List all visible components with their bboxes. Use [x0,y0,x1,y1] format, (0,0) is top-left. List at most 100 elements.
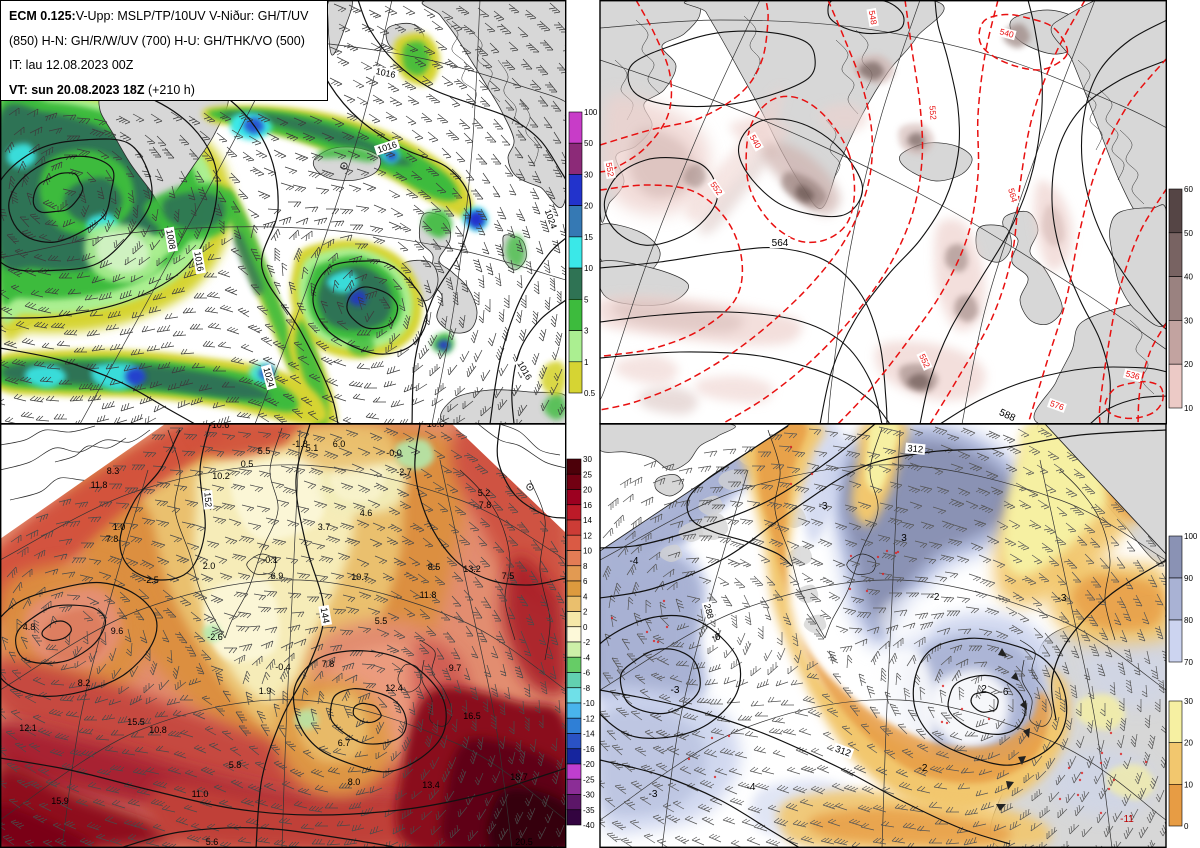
svg-text:10: 10 [584,264,593,273]
svg-text:-4: -4 [583,653,591,662]
svg-text:576: 576 [1049,398,1066,412]
svg-text:8.0: 8.0 [348,777,361,787]
svg-text:13.2: 13.2 [463,564,481,574]
svg-text:50: 50 [584,139,593,148]
svg-text:6.0: 6.0 [333,439,346,449]
svg-text:10: 10 [583,547,592,556]
svg-text:30: 30 [1184,697,1193,706]
svg-text:20: 20 [584,202,593,211]
svg-text:312: 312 [834,744,853,760]
svg-text:-2: -2 [931,592,940,603]
svg-text:25: 25 [583,470,592,479]
svg-text:6: 6 [583,577,588,586]
svg-text:536: 536 [1125,368,1142,381]
svg-text:-2.6: -2.6 [207,632,223,642]
svg-text:5: 5 [584,295,589,304]
svg-text:-3: -3 [671,685,680,696]
svg-text:3.7: 3.7 [318,522,331,532]
svg-text:-6: -6 [712,632,721,643]
svg-text:11.0: 11.0 [192,789,209,799]
svg-text:-0.4: -0.4 [275,662,291,672]
svg-text:-40: -40 [583,821,595,830]
svg-text:10.7: 10.7 [351,572,369,582]
svg-text:2: 2 [583,608,588,617]
svg-text:564: 564 [1006,187,1019,204]
svg-text:548: 548 [867,10,879,26]
svg-text:30: 30 [584,170,593,179]
svg-text:1016: 1016 [192,251,205,272]
svg-text:1.9: 1.9 [259,686,272,696]
svg-text:-10: -10 [583,699,595,708]
svg-text:4.6: 4.6 [360,508,373,518]
svg-text:30: 30 [1184,316,1193,325]
svg-text:9.6: 9.6 [111,626,124,636]
svg-text:50: 50 [1184,229,1193,238]
svg-text:288: 288 [702,603,716,620]
svg-text:11.8: 11.8 [91,480,108,490]
svg-text:8.2: 8.2 [78,678,91,688]
svg-text:-11: -11 [1120,814,1134,825]
svg-text:8: 8 [583,562,588,571]
svg-text:5.2: 5.2 [478,488,491,498]
svg-text:10: 10 [1184,780,1193,789]
svg-text:12.1: 12.1 [19,723,37,733]
svg-text:6.9: 6.9 [271,571,284,581]
svg-text:90: 90 [1184,574,1193,583]
svg-text:1: 1 [584,358,589,367]
svg-text:60: 60 [1184,185,1193,194]
svg-text:15.5: 15.5 [127,717,145,727]
svg-text:0.5: 0.5 [584,389,596,398]
svg-text:13.4: 13.4 [422,780,440,790]
svg-text:1008: 1008 [164,229,177,250]
svg-text:-4: -4 [630,556,639,567]
svg-text:564: 564 [772,238,789,249]
svg-text:5.1: 5.1 [306,443,319,453]
svg-text:7.8: 7.8 [322,659,335,669]
svg-text:152: 152 [202,492,213,508]
svg-text:15.9: 15.9 [51,796,69,806]
svg-text:100: 100 [584,108,598,117]
svg-text:-2: -2 [583,638,591,647]
svg-text:-4: -4 [747,782,756,793]
svg-text:6.7: 6.7 [338,738,351,748]
svg-text:1.0: 1.0 [113,522,126,532]
svg-text:12: 12 [583,531,592,540]
svg-text:1024: 1024 [543,208,559,230]
svg-text:-2.7: -2.7 [396,467,412,477]
svg-text:20: 20 [1184,360,1193,369]
svg-text:10.2: 10.2 [212,471,230,481]
svg-text:-0.1: -0.1 [262,555,278,565]
svg-text:-10.6: -10.6 [424,419,445,429]
svg-text:-25: -25 [583,775,595,784]
svg-text:540: 540 [999,26,1016,39]
svg-text:-3: -3 [649,789,658,800]
svg-text:18.7: 18.7 [510,772,528,782]
svg-text:-30: -30 [583,791,595,800]
svg-text:10: 10 [1184,404,1193,413]
svg-text:144: 144 [318,607,332,625]
svg-text:-16: -16 [583,745,595,754]
svg-text:20: 20 [1184,739,1193,748]
svg-text:8.5: 8.5 [428,562,441,572]
svg-text:-6: -6 [583,669,591,678]
svg-text:11.8: 11.8 [420,590,437,600]
svg-text:80: 80 [1184,616,1193,625]
svg-text:5.5: 5.5 [258,446,271,456]
svg-text:70: 70 [1184,658,1193,667]
svg-text:10.8: 10.8 [149,725,167,735]
svg-text:3: 3 [584,327,589,336]
svg-text:100: 100 [1184,532,1198,541]
svg-text:-1.8: -1.8 [292,439,308,449]
svg-text:5.6: 5.6 [206,837,219,847]
svg-text:16.5: 16.5 [463,711,481,721]
svg-text:-2.5: -2.5 [143,575,159,585]
svg-text:9.7: 9.7 [449,663,462,673]
svg-text:30: 30 [583,455,592,464]
svg-text:16: 16 [583,501,592,510]
svg-text:5.8: 5.8 [229,760,242,770]
svg-text:4: 4 [583,592,588,601]
svg-text:-2: -2 [919,763,928,774]
svg-text:552: 552 [927,105,938,120]
svg-text:0.5: 0.5 [241,459,254,469]
svg-text:-3: -3 [1058,593,1067,604]
